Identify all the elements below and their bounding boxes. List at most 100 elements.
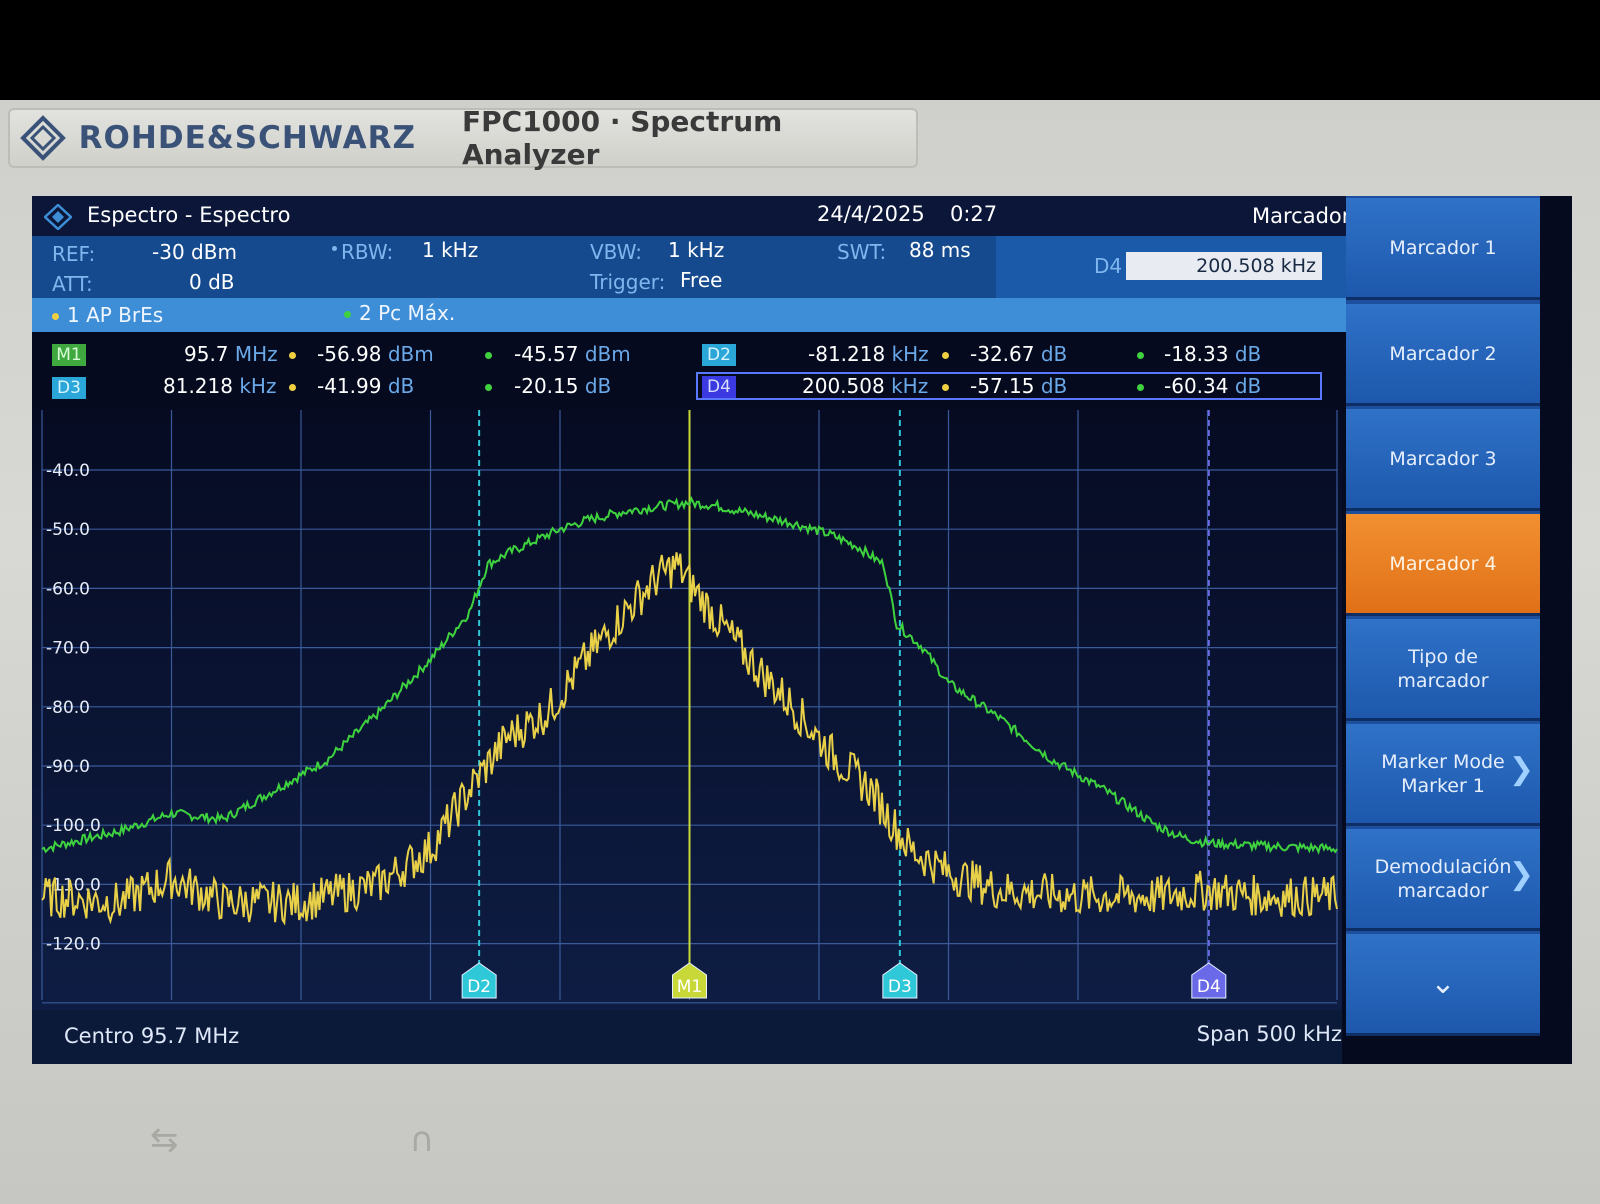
brand-plate: ROHDE&SCHWARZ FPC1000 · Spectrum Analyze… <box>8 105 918 171</box>
marker-flag-label: D2 <box>467 977 491 997</box>
title-bar: Espectro - Espectro 24/4/2025 0:27 Marca… <box>32 196 1372 236</box>
softkey-label: Demodulación <box>1374 855 1512 878</box>
softkey-label: Marcador 2 <box>1389 342 1497 365</box>
d2-tag[interactable]: D2 <box>702 344 736 366</box>
y-tick-label: -90.0 <box>46 757 90 777</box>
softkey-label: Marker Mode <box>1381 750 1505 773</box>
softkey-5[interactable]: Tipo de marcador <box>1346 619 1540 721</box>
rbw-dot-icon <box>332 246 337 251</box>
d4-trace2-dot-icon <box>1137 384 1144 391</box>
d2-frequency: -81.218 kHz <box>808 342 929 366</box>
d4-trace2-level: -60.34 dB <box>1164 374 1262 398</box>
trace-average <box>41 552 1338 926</box>
softkey-label: Marcador 4 <box>1389 552 1497 575</box>
softkey-2[interactable]: Marcador 2 <box>1346 304 1540 406</box>
rbw-label-text: RBW: <box>341 240 394 264</box>
marker-flags: D2 M1 D3 D4 <box>461 962 1227 999</box>
marker-flag-shape <box>882 962 918 999</box>
m1-trace1-dot-icon <box>289 352 296 359</box>
chevron-right-icon: ❯ <box>1508 752 1534 787</box>
swt-label: SWT: <box>837 240 887 264</box>
y-tick-label: -50.0 <box>46 520 90 540</box>
d4-trace1-dot-icon <box>942 384 949 391</box>
brand-name: ROHDE&SCHWARZ <box>78 120 416 156</box>
plot-background <box>32 410 1342 1010</box>
marker-flag-label: D4 <box>1197 977 1221 997</box>
softkey-label: Marcador 1 <box>1389 236 1497 259</box>
softkey-panel: Marcador 1 Marcador 2 Marcador 3 Marcador 4… <box>1346 196 1540 1036</box>
softkey-4[interactable]: Marcador 4 <box>1346 514 1540 616</box>
trigger-value[interactable]: Free <box>680 268 723 292</box>
softkey-7[interactable]: Demodulación marcador ❯ <box>1346 829 1540 931</box>
trace-1-text: 1 AP BrEs <box>67 303 164 327</box>
d4-row-selection[interactable] <box>696 372 1322 400</box>
analyzer-screen: Espectro - Espectro 24/4/2025 0:27 Marca… <box>32 196 1572 1064</box>
marker-flag-m1[interactable]: M1 <box>672 962 707 999</box>
y-tick-label: -80.0 <box>46 698 90 718</box>
swt-value[interactable]: 88 ms <box>909 238 971 262</box>
d3-trace2-level: -20.15 dB <box>514 374 612 398</box>
y-tick-label: -110.0 <box>46 875 101 895</box>
trigger-label: Trigger: <box>590 270 666 294</box>
rbw-value[interactable]: 1 kHz <box>422 238 479 262</box>
front-panel-ports: ⇆ ∩ <box>150 1120 434 1160</box>
d3-trace1-dot-icon <box>289 384 296 391</box>
softkey-sublabel: marcador <box>1397 669 1489 692</box>
marker-flag-label: M1 <box>677 977 702 997</box>
rs-logo-icon <box>20 115 66 161</box>
softkey-8[interactable]: ⌄ <box>1346 934 1540 1036</box>
d4-entry-box: D4 200.508 kHz <box>996 236 1372 298</box>
y-tick-label: -120.0 <box>46 935 101 955</box>
att-label: ATT: <box>52 272 93 296</box>
marker-flag-d3[interactable]: D3 <box>882 962 918 999</box>
app-diamond-icon[interactable] <box>43 203 73 235</box>
mode-label: Marcador <box>1252 204 1351 228</box>
d3-tag[interactable]: D3 <box>52 377 86 399</box>
marker-flag-d2[interactable]: D2 <box>461 962 497 999</box>
d2-trace2-level: -18.33 dB <box>1164 342 1262 366</box>
m1-trace2-level: -45.57 dBm <box>514 342 631 366</box>
usb-icon: ⇆ <box>150 1120 179 1160</box>
headphone-icon: ∩ <box>409 1120 435 1160</box>
d4-tag[interactable]: D4 <box>702 376 736 398</box>
center-frequency[interactable]: Centro 95.7 MHz <box>64 1024 240 1048</box>
trace-bar: 1 AP BrEs 2 Pc Máx. <box>32 298 1372 332</box>
softkey-3[interactable]: Marcador 3 <box>1346 409 1540 511</box>
softkey-label: Tipo de <box>1408 645 1478 668</box>
screen-title: Espectro - Espectro <box>87 203 291 227</box>
trace-1-dot-icon <box>52 313 59 320</box>
y-tick-label: -60.0 <box>46 579 90 599</box>
d2-trace1-level: -32.67 dB <box>970 342 1068 366</box>
d3-trace2-dot-icon <box>485 384 492 391</box>
d2-trace2-dot-icon <box>1137 352 1144 359</box>
d4-frequency-input[interactable]: 200.508 kHz <box>1126 252 1322 280</box>
device-model: FPC1000 · Spectrum Analyzer <box>461 105 783 171</box>
spectrum-plot[interactable]: -40.0 -50.0 -60.0 -70.0 -80.0 -90.0 -100.0 -110… <box>32 410 1342 1010</box>
m1-trace1-level: -56.98 dBm <box>317 342 434 366</box>
m1-tag[interactable]: M1 <box>52 344 86 366</box>
y-axis-ticks: -40.0 -50.0 -60.0 -70.0 -80.0 -90.0 -100.0 -110… <box>46 461 101 955</box>
trace-2-label[interactable]: 2 Pc Máx. <box>344 301 455 325</box>
marker-flag-shape <box>1191 962 1227 999</box>
softkey-6[interactable]: Marker Mode Marker 1 ❯ <box>1346 724 1540 826</box>
softkey-sublabel: Marker 1 <box>1401 774 1485 797</box>
att-value[interactable]: 0 dB <box>189 270 235 294</box>
d4-trace1-level: -57.15 dB <box>970 374 1068 398</box>
softkey-1[interactable]: Marcador 1 <box>1346 198 1540 300</box>
span-value[interactable]: Span 500 kHz <box>1196 1022 1342 1046</box>
vbw-value[interactable]: 1 kHz <box>668 238 725 262</box>
y-tick-label: -100.0 <box>46 816 101 836</box>
softkey-label: ⌄ <box>1430 965 1456 1001</box>
m1-trace2-dot-icon <box>485 352 492 359</box>
marker-flag-label: D3 <box>888 977 912 997</box>
trace-2-text: 2 Pc Máx. <box>359 301 456 325</box>
ref-value[interactable]: -30 dBm <box>152 240 237 264</box>
y-tick-label: -40.0 <box>46 461 90 481</box>
trace-2-dot-icon <box>344 311 351 318</box>
d3-frequency: 81.218 kHz <box>163 374 277 398</box>
marker-flag-shape <box>672 962 707 999</box>
trace-1-label[interactable]: 1 AP BrEs <box>52 303 163 327</box>
marker-flag-shape <box>461 962 497 999</box>
d2-trace1-dot-icon <box>942 352 949 359</box>
marker-flag-d4[interactable]: D4 <box>1191 962 1227 999</box>
